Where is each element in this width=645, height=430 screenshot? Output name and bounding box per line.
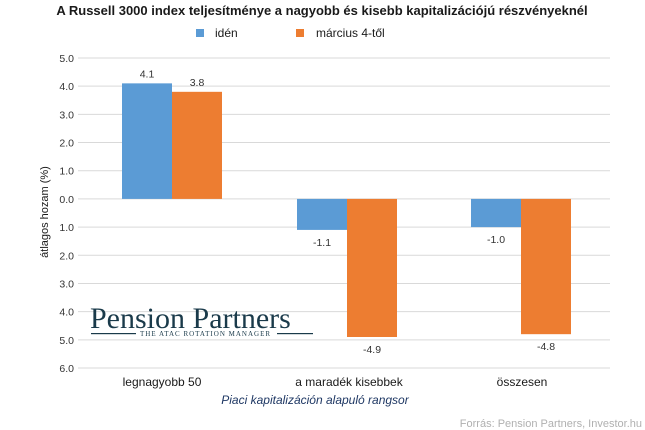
bar-marcius-1: [172, 91, 222, 199]
legend-label-marcius: március 4-től: [316, 26, 385, 40]
y-tick-label: 3.0: [59, 109, 74, 121]
legend-swatch-iden: [196, 29, 204, 37]
bar-iden-2: [297, 198, 347, 230]
legend-swatch-marcius: [296, 29, 304, 37]
data-label-marcius-2: -4.9: [363, 344, 381, 356]
y-tick-label: 6.0: [59, 363, 74, 375]
y-tick-label: 1.0: [59, 222, 74, 234]
legend: idén március 4-től: [196, 26, 385, 40]
data-label-iden-1: 4.1: [140, 68, 155, 80]
y-tick-label: 0.0: [59, 194, 74, 206]
y-tick-label: 2.0: [59, 250, 74, 262]
bar-marcius-2: [347, 198, 397, 337]
legend-label-iden: idén: [215, 26, 238, 40]
data-labels: 4.1 3.8 -1.1 -4.9 -1.0 -4.8: [140, 68, 556, 356]
y-tick-label: 2.0: [59, 138, 74, 150]
x-axis-categories: legnagyobb 50 a maradék kisebbek összese…: [123, 375, 548, 389]
y-axis-title: átlagos hozam (%): [39, 166, 51, 258]
category-label-1: legnagyobb 50: [123, 375, 202, 389]
y-tick-label: 4.0: [59, 81, 74, 93]
x-axis-title: Piaci kapitalizáción alapuló rangsor: [221, 393, 409, 407]
chart-title: A Russell 3000 index teljesítménye a nag…: [56, 3, 587, 18]
y-tick-label: 1.0: [59, 166, 74, 178]
logo-underline-right: [277, 333, 313, 335]
y-tick-label: 3.0: [59, 278, 74, 290]
logo-wordmark: Pension Partners: [90, 302, 291, 335]
y-tick-label: 4.0: [59, 307, 74, 319]
category-label-2: a maradék kisebbek: [295, 375, 403, 389]
category-label-3: összesen: [497, 375, 548, 389]
y-tick-label: 5.0: [59, 53, 74, 65]
logo-underline-left: [91, 333, 136, 335]
pension-partners-logo: Pension Partners THE ATAC ROTATION MANAG…: [90, 302, 313, 338]
logo-tagline: THE ATAC ROTATION MANAGER: [140, 330, 271, 338]
data-label-iden-2: -1.1: [313, 237, 331, 249]
y-axis-ticks: 5.0 4.0 3.0 2.0 1.0 0.0 1.0 2.0 3.0 4.0 5.0 6.0: [59, 53, 74, 375]
source-credit: Forrás: Pension Partners, Investor.hu: [460, 418, 642, 430]
bar-marcius-3: [521, 198, 571, 335]
bar-iden-3: [471, 198, 521, 228]
data-label-iden-3: -1.0: [487, 234, 505, 246]
data-label-marcius-1: 3.8: [190, 77, 205, 89]
y-tick-label: 5.0: [59, 335, 74, 347]
bars: [122, 83, 571, 337]
bar-iden-1: [122, 83, 172, 199]
data-label-marcius-3: -4.8: [537, 341, 555, 353]
